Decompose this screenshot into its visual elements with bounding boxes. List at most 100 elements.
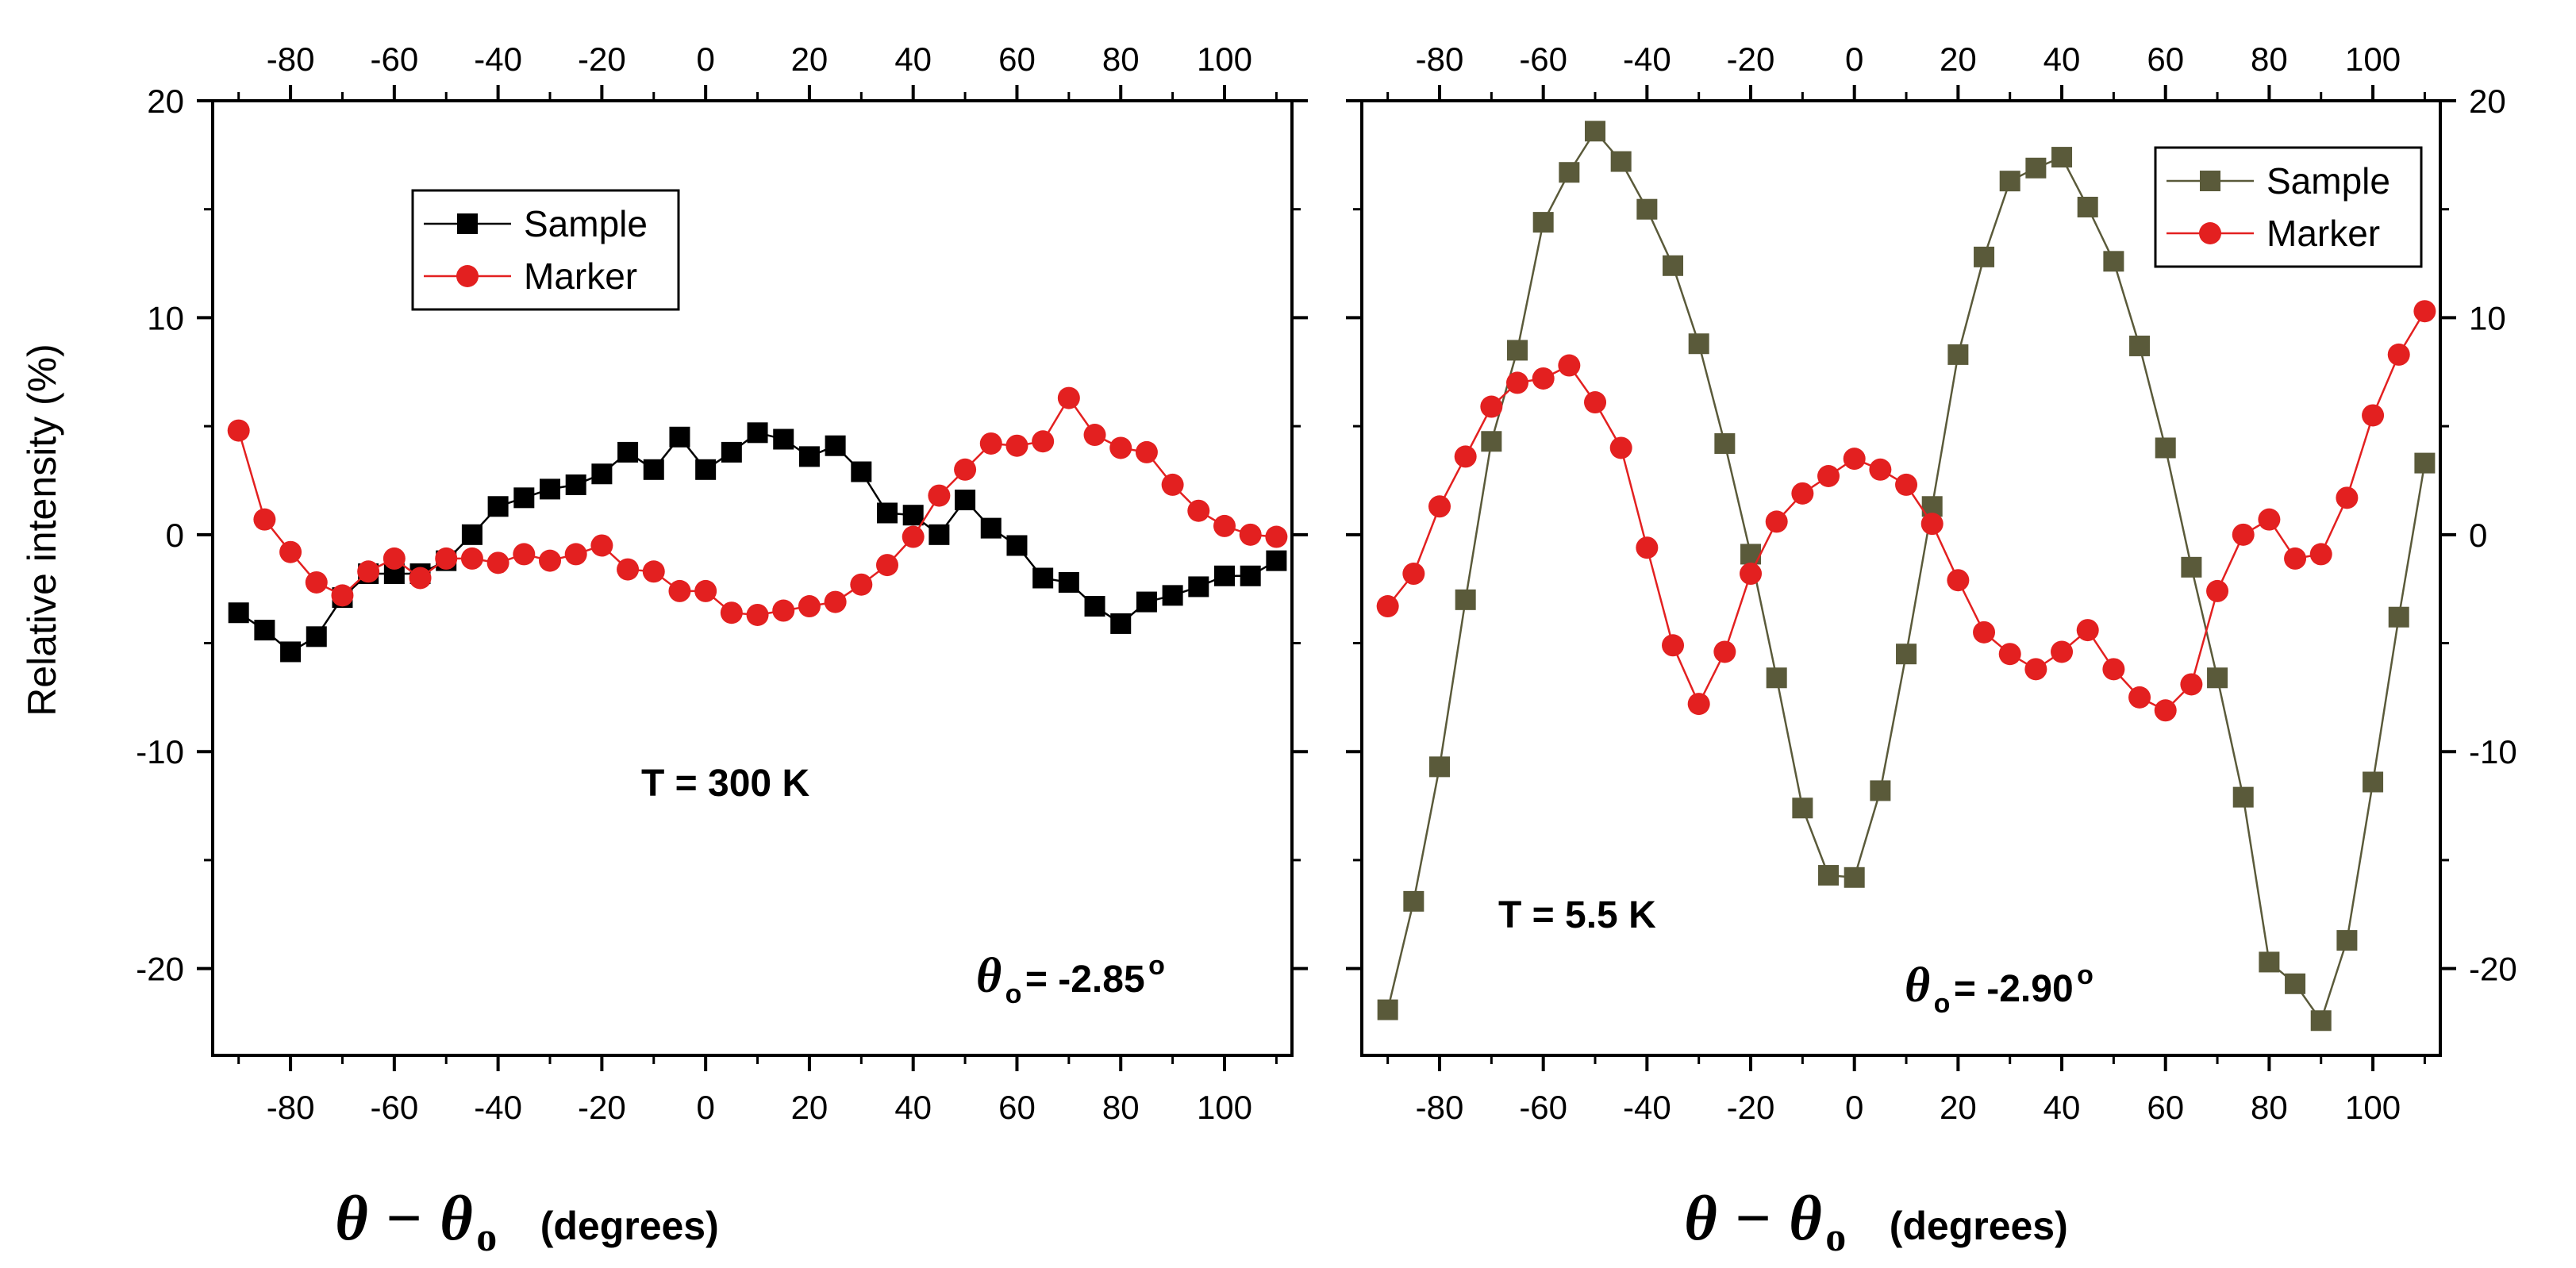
x-tick-label-top: 60 xyxy=(2147,40,2184,78)
data-point xyxy=(1688,333,1709,355)
x-tick-label-bottom: -80 xyxy=(267,1089,315,1126)
plot-frame xyxy=(1360,99,2442,1057)
data-point xyxy=(1506,371,1529,394)
data-point xyxy=(1663,255,1684,276)
x-label-theta: θ xyxy=(335,1184,368,1254)
data-point xyxy=(747,422,768,444)
series-sample xyxy=(1377,121,2436,1032)
data-point xyxy=(2103,251,2124,272)
data-point xyxy=(2102,658,2125,681)
x-label-unit: (degrees) xyxy=(540,1204,719,1248)
data-point xyxy=(1818,865,1840,886)
data-point xyxy=(1532,212,1554,233)
data-point xyxy=(825,435,846,456)
x-tick-label-top: 80 xyxy=(1102,40,1140,78)
data-point xyxy=(1084,596,1105,617)
data-point xyxy=(331,584,354,607)
data-point xyxy=(2363,771,2384,793)
data-point xyxy=(2387,343,2410,366)
data-point xyxy=(1214,565,1235,586)
x-label-minus: − xyxy=(1735,1184,1771,1254)
legend-label: Marker xyxy=(2266,213,2380,254)
data-point xyxy=(1161,473,1184,496)
data-point xyxy=(1532,367,1555,390)
data-point xyxy=(1403,890,1424,912)
x-tick-label-bottom: -60 xyxy=(370,1089,418,1126)
x-tick-label-bottom: 80 xyxy=(1102,1089,1140,1126)
x-label-sub: o xyxy=(1825,1215,1846,1260)
legend-box xyxy=(411,189,680,311)
data-point xyxy=(2414,452,2436,474)
data-point xyxy=(1559,162,1580,183)
data-point xyxy=(1240,565,1261,586)
x-tick-label-top: -60 xyxy=(370,40,418,78)
data-point xyxy=(1455,589,1476,610)
data-point xyxy=(1974,246,1995,267)
data-point xyxy=(2051,640,2074,663)
data-point xyxy=(540,478,560,500)
data-point xyxy=(2413,300,2436,323)
data-point xyxy=(1558,354,1581,377)
data-point xyxy=(1844,866,1865,888)
data-point xyxy=(694,579,717,602)
data-point xyxy=(1162,585,1183,606)
legend-label: Sample xyxy=(524,203,648,244)
data-point xyxy=(1266,550,1287,571)
x-tick-label-bottom: 100 xyxy=(1197,1089,1252,1126)
data-point xyxy=(409,567,432,590)
x-label-theta0: θ xyxy=(440,1184,473,1254)
data-point xyxy=(1869,458,1892,481)
data-point xyxy=(2232,523,2255,546)
annotation-theta-right: θ o = -2.90 o xyxy=(1905,959,2093,1019)
data-point xyxy=(2051,147,2073,168)
legend: Sample Marker xyxy=(411,189,680,311)
y-tick-label: -10 xyxy=(2469,733,2517,770)
data-point xyxy=(643,459,664,480)
data-point xyxy=(435,547,458,570)
data-point xyxy=(1791,482,1814,505)
data-point xyxy=(305,571,328,594)
legend-marker xyxy=(456,265,479,287)
data-point xyxy=(851,461,872,482)
data-point xyxy=(1006,535,1028,556)
x-tick-label-top: 60 xyxy=(998,40,1036,78)
data-point xyxy=(669,426,690,448)
legend-label: Marker xyxy=(524,256,637,297)
legend-marker xyxy=(457,213,478,234)
data-point xyxy=(2284,547,2307,570)
data-point xyxy=(2388,606,2409,628)
data-point xyxy=(513,487,535,509)
data-point xyxy=(902,525,925,548)
data-point xyxy=(1376,595,1399,618)
panel-left: -80 -80 -60 -60 -40 -40 -20 -20 0 0 20 20 40 40 60 60 80… xyxy=(136,40,1308,1126)
data-point xyxy=(1136,591,1157,613)
data-point xyxy=(1109,436,1132,459)
data-point xyxy=(2076,619,2099,642)
x-tick-label-top: -80 xyxy=(267,40,315,78)
data-point xyxy=(2336,930,2358,951)
data-point xyxy=(383,547,406,570)
data-point xyxy=(513,543,536,566)
data-point xyxy=(254,620,275,641)
data-point xyxy=(253,508,276,531)
x-tick-label-top: -40 xyxy=(474,40,522,78)
data-point xyxy=(902,505,924,526)
data-point xyxy=(1920,513,1944,536)
data-point xyxy=(1973,621,1996,644)
x-tick-label-bottom: -20 xyxy=(1727,1089,1775,1126)
x-tick-label-bottom: 40 xyxy=(2043,1089,2081,1126)
x-tick-label-bottom: 0 xyxy=(1845,1089,1863,1126)
data-point xyxy=(487,496,509,517)
x-tick-label-bottom: -40 xyxy=(474,1089,522,1126)
y-tick-label: 0 xyxy=(2469,517,2487,554)
x-tick-label-top: -20 xyxy=(578,40,626,78)
data-point xyxy=(306,626,327,647)
data-point xyxy=(1998,643,2021,666)
data-point xyxy=(1032,567,1054,589)
data-point xyxy=(2362,404,2385,427)
legend-label: Sample xyxy=(2266,160,2390,202)
data-point xyxy=(773,428,794,450)
plots: -80 -80 -60 -60 -40 -40 -20 -20 0 0 20 20 40 40 60 60 80… xyxy=(136,40,2516,1126)
data-point xyxy=(1609,436,1632,459)
data-point xyxy=(1429,756,1451,778)
